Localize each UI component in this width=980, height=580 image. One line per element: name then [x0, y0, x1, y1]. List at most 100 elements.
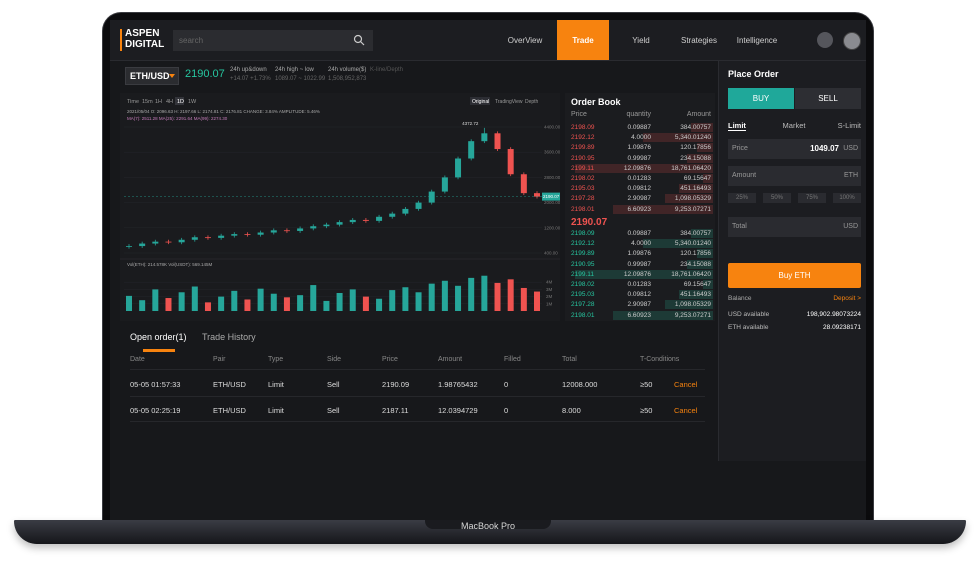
- field-label: Price: [732, 145, 748, 152]
- input-field[interactable]: Total USD: [728, 217, 861, 237]
- interval[interactable]: 1D: [177, 99, 184, 105]
- cancel-button[interactable]: Cancel: [674, 406, 698, 415]
- available-value: 198,902.98073224: [806, 311, 861, 318]
- order-type[interactable]: S-Limit: [837, 121, 861, 130]
- volume-bar: [204, 302, 211, 311]
- order-cell: 0: [504, 380, 509, 389]
- volume-bar: [441, 280, 448, 311]
- percent-button[interactable]: 100%: [833, 193, 861, 203]
- candle-body: [165, 241, 172, 243]
- bid-cell: 1.09876: [627, 250, 652, 258]
- input-field[interactable]: Amount ETH: [728, 166, 861, 186]
- buy-button[interactable]: Buy ETH: [728, 263, 861, 288]
- candle-body: [204, 237, 211, 239]
- y-tick-label: 4M: [546, 280, 553, 285]
- volume-bar: [139, 300, 146, 311]
- volume-bar: [297, 295, 304, 311]
- field-label: Total: [732, 223, 747, 230]
- nav-item[interactable]: Trade: [572, 36, 594, 45]
- price-tag: [542, 192, 560, 201]
- input-field[interactable]: Price 1049.07 USD: [728, 139, 861, 159]
- y-tick-label: 400.00: [544, 251, 558, 256]
- logo[interactable]: ASPEN DIGITAL: [125, 28, 164, 50]
- order-cell: 12008.000: [562, 380, 598, 389]
- nav-bar: ASPEN DIGITAL search OverView Trade Yield S…: [110, 20, 866, 61]
- nav-item[interactable]: Intelligence: [736, 36, 778, 45]
- mid-price: 2190.07: [571, 217, 608, 228]
- order-cell: Limit: [268, 406, 284, 415]
- depth-bar: [665, 300, 713, 310]
- interval[interactable]: 1H: [155, 99, 162, 105]
- ask-cell: 1,098.05329: [674, 195, 711, 203]
- ask-cell: 5,340.01240: [674, 134, 711, 142]
- order-cell: 05-05 01:57:33: [130, 380, 181, 389]
- ask-cell: 2192.12: [571, 134, 595, 142]
- nav-item[interactable]: OverView: [507, 36, 543, 45]
- volume-bar: [244, 299, 251, 311]
- depth-bar: [703, 280, 713, 289]
- interval[interactable]: Time: [127, 99, 139, 105]
- available-label: USD available: [728, 311, 770, 318]
- depth-bar: [665, 194, 713, 204]
- deposit-link[interactable]: Deposit >: [833, 295, 861, 302]
- chart-mode[interactable]: Depth: [525, 99, 539, 105]
- depth-bar: [643, 239, 713, 249]
- percent-button[interactable]: 50%: [763, 193, 791, 203]
- volume-legend: Vol(ETH): 214.578K Vol(USDT): 569.145M: [127, 262, 213, 267]
- nav-item[interactable]: Strategies: [680, 36, 718, 45]
- depth-bar: [691, 229, 713, 238]
- bid-cell: 2.90987: [627, 301, 652, 309]
- pair-selector[interactable]: ETH/USD: [125, 67, 179, 85]
- candle-body: [428, 191, 435, 203]
- y-tick-label: 1M: [546, 301, 553, 306]
- search-placeholder: search: [179, 36, 204, 45]
- depth-bar: [703, 174, 713, 183]
- nav-active-bg: [557, 20, 609, 60]
- interval[interactable]: 1W: [188, 99, 197, 105]
- percent-button[interactable]: 75%: [798, 193, 826, 203]
- interval[interactable]: 15m: [142, 99, 153, 105]
- y-tick-label: 1200.00: [544, 225, 560, 230]
- search-box[interactable]: search: [173, 30, 373, 51]
- percent-button[interactable]: 25%: [728, 193, 756, 203]
- orders-tab[interactable]: Open order(1): [130, 332, 187, 342]
- depth-bar: [575, 269, 713, 279]
- avatar[interactable]: [843, 32, 861, 50]
- chart-mode[interactable]: Original: [472, 99, 489, 105]
- volume-bar: [402, 287, 409, 311]
- ask-cell: 384.00757: [680, 124, 711, 131]
- bid-cell: 2198.01: [571, 311, 595, 319]
- column-header: Amount: [686, 111, 711, 118]
- depth-bar: [697, 249, 713, 259]
- ask-cell: 69.15647: [683, 175, 711, 182]
- volume-bar: [507, 279, 514, 311]
- interval[interactable]: 4H: [166, 99, 173, 105]
- order-cell: ETH/USD: [213, 380, 246, 389]
- volume-bar: [336, 293, 343, 311]
- side-tab[interactable]: SELL: [795, 88, 861, 109]
- bid-cell: 0.09887: [627, 230, 652, 237]
- mode-active: [470, 97, 490, 105]
- order-cell: 12.0394729: [438, 406, 478, 415]
- candle-body: [402, 208, 409, 214]
- bid-cell: 2198.02: [571, 281, 595, 288]
- column-header: Price: [382, 356, 398, 363]
- nav-item[interactable]: Yield: [632, 36, 650, 45]
- depth-bar: [643, 133, 713, 143]
- orders-tab[interactable]: Trade History: [202, 332, 256, 342]
- pair-arrow: [169, 74, 175, 78]
- depth-bar: [691, 123, 713, 132]
- notification-icon[interactable]: [817, 32, 833, 48]
- side-tab[interactable]: BUY: [728, 88, 794, 109]
- ask-cell: 9,253.07271: [674, 205, 711, 213]
- order-type[interactable]: Market: [782, 121, 806, 130]
- cancel-button[interactable]: Cancel: [674, 380, 698, 389]
- candle-body: [191, 237, 198, 240]
- volume-bar: [520, 287, 527, 311]
- candle-body: [231, 234, 238, 236]
- view-toggle[interactable]: K-line/Depth: [370, 67, 404, 73]
- row-separator: [130, 369, 705, 370]
- order-type[interactable]: Limit: [728, 121, 746, 131]
- chart-mode[interactable]: TradingView: [495, 99, 523, 105]
- candle-body: [126, 246, 132, 247]
